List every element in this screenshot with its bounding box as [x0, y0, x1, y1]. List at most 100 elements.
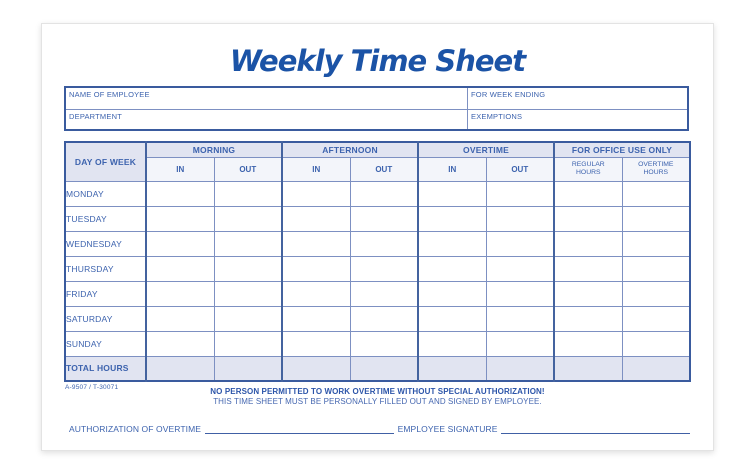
- time-entry-cell[interactable]: [485, 230, 555, 257]
- time-entry-cell[interactable]: [145, 330, 215, 357]
- time-entry-cell[interactable]: [417, 255, 487, 282]
- office-use-cell[interactable]: [621, 230, 691, 257]
- time-entry-cell[interactable]: [213, 280, 283, 307]
- time-entry-cell[interactable]: [417, 230, 487, 257]
- office-use-cell[interactable]: [621, 330, 691, 357]
- total-hours-cell[interactable]: [485, 355, 555, 382]
- authorization-signature-line[interactable]: [205, 424, 394, 434]
- overtime-out-header: OUT: [485, 156, 555, 182]
- time-entry-cell[interactable]: [417, 330, 487, 357]
- day-label: SATURDAY: [64, 305, 147, 332]
- total-hours-cell[interactable]: [145, 355, 215, 382]
- day-label: MONDAY: [64, 180, 147, 207]
- office-use-cell[interactable]: [621, 280, 691, 307]
- time-entry-cell[interactable]: [213, 305, 283, 332]
- time-entry-cell[interactable]: [417, 205, 487, 232]
- table-row: WEDNESDAY: [64, 230, 691, 257]
- time-entry-cell[interactable]: [485, 255, 555, 282]
- afternoon-header: AFTERNOON: [281, 141, 419, 158]
- morning-in-header: IN: [145, 156, 215, 182]
- table-row: THURSDAY: [64, 255, 691, 282]
- time-entry-cell[interactable]: [485, 330, 555, 357]
- morning-header: MORNING: [144, 141, 283, 158]
- total-hours-cell[interactable]: [553, 355, 623, 382]
- time-entry-cell[interactable]: [213, 180, 283, 207]
- week-ending-field[interactable]: FOR WEEK ENDING: [467, 88, 687, 109]
- time-entry-cell[interactable]: [281, 180, 351, 207]
- office-use-cell[interactable]: [553, 255, 623, 282]
- office-use-cell[interactable]: [553, 330, 623, 357]
- day-label: FRIDAY: [64, 280, 147, 307]
- time-entry-cell[interactable]: [485, 305, 555, 332]
- time-entry-cell[interactable]: [213, 330, 283, 357]
- total-hours-cell[interactable]: [349, 355, 419, 382]
- time-entry-cell[interactable]: [281, 205, 351, 232]
- time-entry-cell[interactable]: [485, 180, 555, 207]
- time-entry-cell[interactable]: [145, 305, 215, 332]
- time-entry-cell[interactable]: [349, 230, 419, 257]
- time-entry-cell[interactable]: [145, 255, 215, 282]
- regular-hours-header: REGULAR HOURS: [553, 156, 623, 182]
- time-entry-cell[interactable]: [213, 230, 283, 257]
- time-entry-cell[interactable]: [349, 180, 419, 207]
- office-use-cell[interactable]: [621, 180, 691, 207]
- time-entry-cell[interactable]: [145, 280, 215, 307]
- employee-signature-label: EMPLOYEE SIGNATURE: [397, 423, 498, 434]
- time-entry-cell[interactable]: [485, 205, 555, 232]
- time-entry-cell[interactable]: [281, 305, 351, 332]
- time-entry-cell[interactable]: [213, 255, 283, 282]
- afternoon-in-header: IN: [281, 156, 351, 182]
- time-entry-cell[interactable]: [417, 305, 487, 332]
- total-hours-cell[interactable]: [281, 355, 351, 382]
- time-entry-cell[interactable]: [349, 280, 419, 307]
- overtime-warning: NO PERSON PERMITTED TO WORK OVERTIME WIT…: [42, 387, 713, 406]
- time-entry-cell[interactable]: [281, 280, 351, 307]
- day-of-week-header: DAY OF WEEK: [64, 141, 147, 182]
- department-field[interactable]: DEPARTMENT: [66, 109, 467, 129]
- timesheet-table: DAY OF WEEK MORNING AFTERNOON OVERTIME F…: [64, 141, 692, 382]
- form-title: Weekly Time Sheet: [229, 44, 526, 78]
- office-use-cell[interactable]: [553, 205, 623, 232]
- employee-signature-line[interactable]: [501, 424, 691, 434]
- office-use-cell[interactable]: [553, 180, 623, 207]
- total-hours-label: TOTAL HOURS: [64, 355, 147, 382]
- time-entry-cell[interactable]: [349, 305, 419, 332]
- overtime-header: OVERTIME: [417, 141, 555, 158]
- total-hours-cell[interactable]: [621, 355, 691, 382]
- morning-out-header: OUT: [213, 156, 283, 182]
- office-use-cell[interactable]: [553, 280, 623, 307]
- day-label: THURSDAY: [64, 255, 147, 282]
- time-entry-cell[interactable]: [281, 230, 351, 257]
- time-entry-cell[interactable]: [485, 280, 555, 307]
- timesheet-form: Weekly Time Sheet NAME OF EMPLOYEE FOR W…: [41, 23, 714, 451]
- employee-info-section: NAME OF EMPLOYEE FOR WEEK ENDING DEPARTM…: [64, 86, 689, 131]
- time-entry-cell[interactable]: [281, 255, 351, 282]
- overtime-hours-header: OVERTIME HOURS: [621, 156, 691, 182]
- office-use-cell[interactable]: [621, 205, 691, 232]
- time-entry-cell[interactable]: [349, 205, 419, 232]
- department-label: DEPARTMENT: [69, 111, 122, 121]
- office-use-cell[interactable]: [553, 230, 623, 257]
- employee-name-label: NAME OF EMPLOYEE: [69, 89, 150, 99]
- form-number: A-9507 / T-30071: [65, 384, 119, 391]
- time-entry-cell[interactable]: [145, 180, 215, 207]
- table-row: MONDAY: [64, 180, 691, 207]
- office-use-cell[interactable]: [621, 305, 691, 332]
- total-hours-cell[interactable]: [417, 355, 487, 382]
- table-row: SATURDAY: [64, 305, 691, 332]
- office-use-cell[interactable]: [621, 255, 691, 282]
- time-entry-cell[interactable]: [349, 255, 419, 282]
- time-entry-cell[interactable]: [281, 330, 351, 357]
- time-entry-cell[interactable]: [145, 205, 215, 232]
- employee-name-field[interactable]: NAME OF EMPLOYEE: [66, 88, 467, 109]
- time-entry-cell[interactable]: [349, 330, 419, 357]
- exemptions-field[interactable]: EXEMPTIONS: [467, 109, 687, 129]
- total-hours-cell[interactable]: [213, 355, 283, 382]
- time-entry-cell[interactable]: [417, 180, 487, 207]
- time-entry-cell[interactable]: [145, 230, 215, 257]
- office-use-cell[interactable]: [553, 305, 623, 332]
- warning-line-1: NO PERSON PERMITTED TO WORK OVERTIME WIT…: [210, 387, 545, 396]
- time-entry-cell[interactable]: [417, 280, 487, 307]
- time-entry-cell[interactable]: [213, 205, 283, 232]
- authorization-of-overtime-label: AUTHORIZATION OF OVERTIME: [69, 423, 202, 434]
